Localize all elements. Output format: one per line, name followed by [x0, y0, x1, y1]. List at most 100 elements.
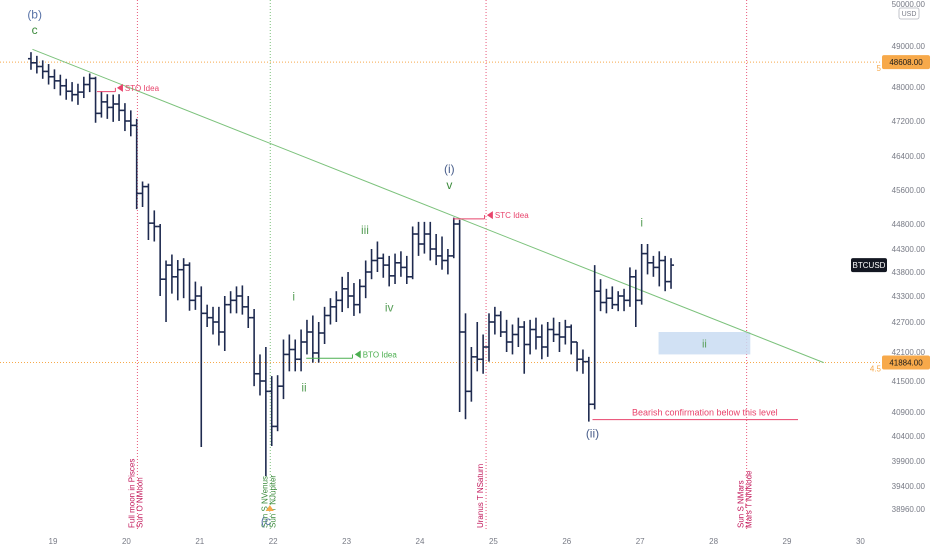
- price-tick-label: 50000.00: [892, 0, 926, 9]
- ohlc-bar: [192, 281, 199, 310]
- wave-label: (b): [27, 8, 42, 22]
- ohlc-bar: [450, 217, 457, 259]
- ohlc-bar: [574, 341, 581, 372]
- time-tick-label: 22: [269, 537, 278, 546]
- ohlc-bar: [298, 329, 305, 372]
- ohlc-bar: [98, 91, 105, 118]
- time-tick-label: 24: [416, 537, 425, 546]
- ohlc-bar: [386, 255, 393, 287]
- price-tick-label: 41500.00: [892, 377, 926, 386]
- ohlc-bar: [556, 322, 563, 352]
- time-tick-label: 21: [195, 537, 204, 546]
- ohlc-bar: [497, 311, 504, 337]
- ohlc-bar: [233, 286, 240, 314]
- ohlc-bar: [491, 306, 498, 335]
- ohlc-bar: [456, 219, 463, 412]
- trade-marks: STO Idea STC Idea BTO Idea Bearish confirma…: [97, 83, 799, 421]
- ohlc-bar: [615, 291, 622, 312]
- ohlc-bar: [439, 236, 446, 270]
- zone-label: ii: [702, 338, 707, 350]
- event-lines: Full moon in Pisces Sun O NMoon Sun S NVen…: [127, 0, 754, 530]
- ohlc-bar: [163, 260, 170, 322]
- price-tick-label: 39900.00: [892, 457, 926, 466]
- ohlc-bar: [127, 110, 134, 137]
- trendline[interactable]: [32, 48, 824, 364]
- time-tick-label: 27: [636, 537, 645, 546]
- ohlc-bar: [345, 272, 352, 309]
- ohlc-bar: [509, 324, 516, 355]
- time-axis[interactable]: 19 20 21 22 23 24 25 26 27 28 29 30: [49, 537, 866, 546]
- ohlc-bar: [339, 276, 346, 313]
- ohlc-bar: [133, 118, 140, 210]
- ohlc-bar: [86, 73, 93, 93]
- price-tick-label: 42700.00: [892, 318, 926, 327]
- ohlc-bar: [350, 283, 357, 316]
- level-price-label: 48608.00: [889, 58, 923, 67]
- ohlc-bar: [309, 315, 316, 363]
- price-tick-label: 39400.00: [892, 482, 926, 491]
- price-axis[interactable]: 50000.00 49000.00 48000.00 47200.00 46400.00…: [851, 0, 930, 514]
- ohlc-bar: [104, 94, 111, 119]
- ohlc-bar: [668, 258, 675, 289]
- wave-label: v: [446, 178, 452, 192]
- trade-mark-arrow-icon: [354, 350, 361, 359]
- wave-label: ii: [301, 380, 306, 394]
- time-tick-label: 23: [342, 537, 351, 546]
- ohlc-bar: [444, 249, 451, 275]
- price-tick-label: 42100.00: [892, 348, 926, 357]
- ohlc-bar: [562, 319, 569, 345]
- price-tick-label: 44800.00: [892, 220, 926, 229]
- ohlc-bar: [174, 260, 181, 301]
- ohlc-bar: [221, 296, 228, 351]
- ohlc-bar: [374, 241, 381, 272]
- ohlc-bar: [527, 319, 534, 355]
- ohlc-bar: [180, 258, 187, 299]
- time-tick-label: 28: [709, 537, 718, 546]
- event-label: Uranus T NSaturn: [476, 464, 485, 528]
- price-tick-label: 47200.00: [892, 117, 926, 126]
- ohlc-bar: [433, 234, 440, 266]
- ohlc-bar: [644, 244, 651, 275]
- ohlc-bar: [609, 286, 616, 309]
- ohlc-bar: [303, 319, 310, 355]
- ohlc-bar: [532, 317, 539, 350]
- ohlc-bar: [292, 339, 299, 372]
- price-tick-label: 43300.00: [892, 292, 926, 301]
- ohlc-bar: [145, 183, 152, 240]
- ohlc-bar: [474, 322, 481, 372]
- ohlc-bar: [327, 298, 334, 325]
- ohlc-bar: [51, 69, 58, 90]
- ohlc-bar: [368, 249, 375, 280]
- ohlc-bar: [315, 322, 322, 363]
- trade-mark-label: STO Idea: [125, 84, 160, 93]
- level-side-label: 5: [877, 64, 882, 73]
- time-tick-label: 20: [122, 537, 131, 546]
- target-zone: ii: [658, 332, 751, 355]
- ohlc-bar: [245, 296, 252, 328]
- level-price-tag: [882, 355, 930, 370]
- ohlc-bar: [662, 255, 669, 292]
- ohlc-bar: [409, 226, 416, 280]
- ohlc-bar: [92, 76, 99, 123]
- ohlc-bar: [151, 210, 158, 242]
- ohlc-bar: [427, 221, 434, 261]
- ohlc-bar: [503, 319, 510, 352]
- wave-label: i: [640, 216, 643, 230]
- ohlc-bar: [286, 334, 293, 372]
- ohlc-bar: [597, 279, 604, 312]
- ohlc-bar: [392, 253, 399, 284]
- level-price-tag: [882, 55, 930, 70]
- symbol-tag: [851, 258, 887, 273]
- ohlc-bar: [415, 221, 422, 256]
- ohlc-bar: [521, 321, 528, 374]
- wave-label: (i): [444, 162, 455, 176]
- warning-marker-icon: [265, 505, 274, 511]
- ohlc-bar: [215, 306, 222, 346]
- wave-label: iii: [361, 223, 369, 237]
- ohlc-bar: [603, 288, 610, 314]
- ohlc-bar: [362, 260, 369, 299]
- ohlc-bar: [204, 304, 211, 327]
- wave-label: (c: [261, 514, 271, 528]
- ohlc-bar: [356, 279, 363, 314]
